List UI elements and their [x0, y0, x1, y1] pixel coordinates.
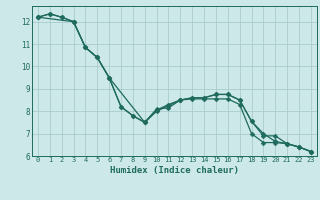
X-axis label: Humidex (Indice chaleur): Humidex (Indice chaleur)	[110, 166, 239, 175]
